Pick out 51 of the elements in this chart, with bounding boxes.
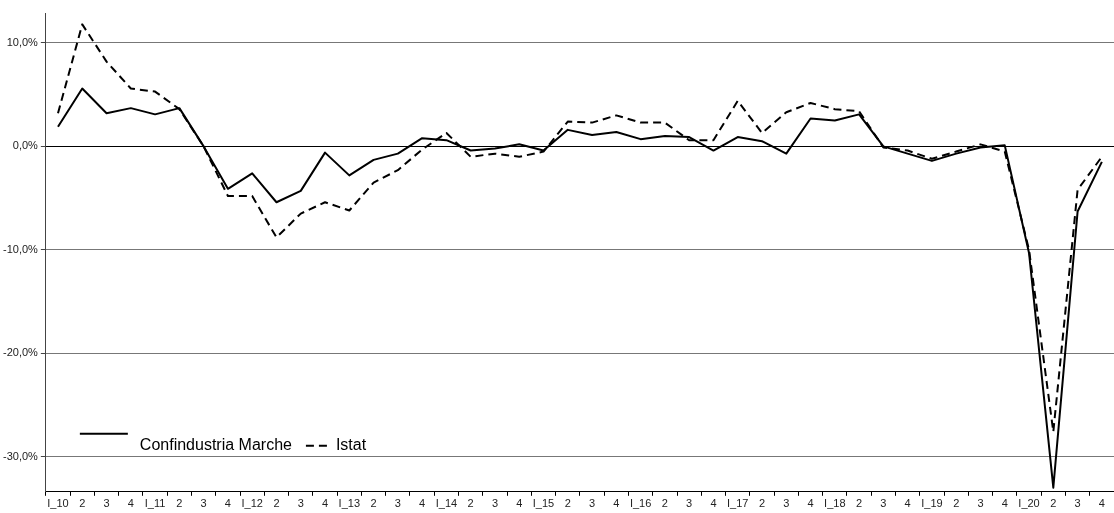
x-tick-label: 2 — [1050, 497, 1057, 510]
x-tick-label: I_15 — [532, 497, 555, 510]
x-tick-label: 2 — [953, 497, 960, 510]
x-tick-label: 3 — [589, 497, 596, 510]
x-tick-label: I_19 — [921, 497, 943, 510]
x-tick-label: 2 — [176, 497, 183, 510]
x-tick-label: 4 — [1098, 497, 1105, 510]
x-tick-label: 2 — [467, 497, 474, 510]
x-tick-label: 2 — [661, 497, 668, 510]
x-tick-label: 2 — [273, 497, 280, 510]
x-tick-label: I_10 — [47, 497, 69, 510]
x-tick-label: 4 — [127, 497, 134, 510]
x-tick-label: 2 — [370, 497, 377, 510]
x-tick-label: 3 — [977, 497, 984, 510]
legend-label: Confindustria Marche — [139, 436, 293, 454]
x-tick-label: 4 — [710, 497, 717, 510]
legend-label: Istat — [335, 436, 367, 454]
x-tick-label: 3 — [1074, 497, 1081, 510]
x-tick-label: 4 — [613, 497, 620, 510]
x-tick-label: 3 — [394, 497, 401, 510]
x-tick-label: I_17 — [727, 497, 749, 510]
x-tick-label: 3 — [783, 497, 790, 510]
y-tick-label: -30,0% — [2, 449, 39, 462]
x-tick-label: 3 — [297, 497, 304, 510]
x-tick-label: 4 — [419, 497, 426, 510]
x-tick-label: I_12 — [241, 497, 263, 510]
x-tick-label: I_14 — [435, 497, 458, 510]
y-tick-label: -10,0% — [2, 242, 39, 255]
y-tick-label: -20,0% — [2, 346, 39, 359]
x-tick-label: I_11 — [144, 497, 166, 510]
x-tick-label: 3 — [880, 497, 887, 510]
x-tick-label: I_13 — [338, 497, 361, 510]
x-tick-label: 3 — [200, 497, 207, 510]
x-tick-label: 2 — [564, 497, 571, 510]
x-tick-label: I_18 — [824, 497, 846, 510]
x-tick-label: 3 — [686, 497, 693, 510]
x-tick-label: 2 — [856, 497, 863, 510]
x-tick-label: 4 — [1001, 497, 1008, 510]
x-tick-label: I_16 — [629, 497, 652, 510]
x-tick-label: 2 — [758, 497, 766, 510]
x-tick-label: 2 — [79, 497, 86, 510]
x-tick-label: 4 — [807, 497, 814, 510]
y-tick-label: 10,0% — [6, 36, 39, 49]
x-tick-label: 3 — [103, 497, 110, 510]
x-tick-label: I_20 — [1018, 497, 1040, 510]
x-tick-label: 4 — [516, 497, 523, 510]
x-tick-label: 3 — [491, 497, 499, 510]
y-tick-label: 0,0% — [12, 139, 39, 152]
x-tick-label: 4 — [224, 497, 231, 510]
x-tick-label: 4 — [904, 497, 911, 510]
x-tick-label: 4 — [321, 497, 329, 510]
